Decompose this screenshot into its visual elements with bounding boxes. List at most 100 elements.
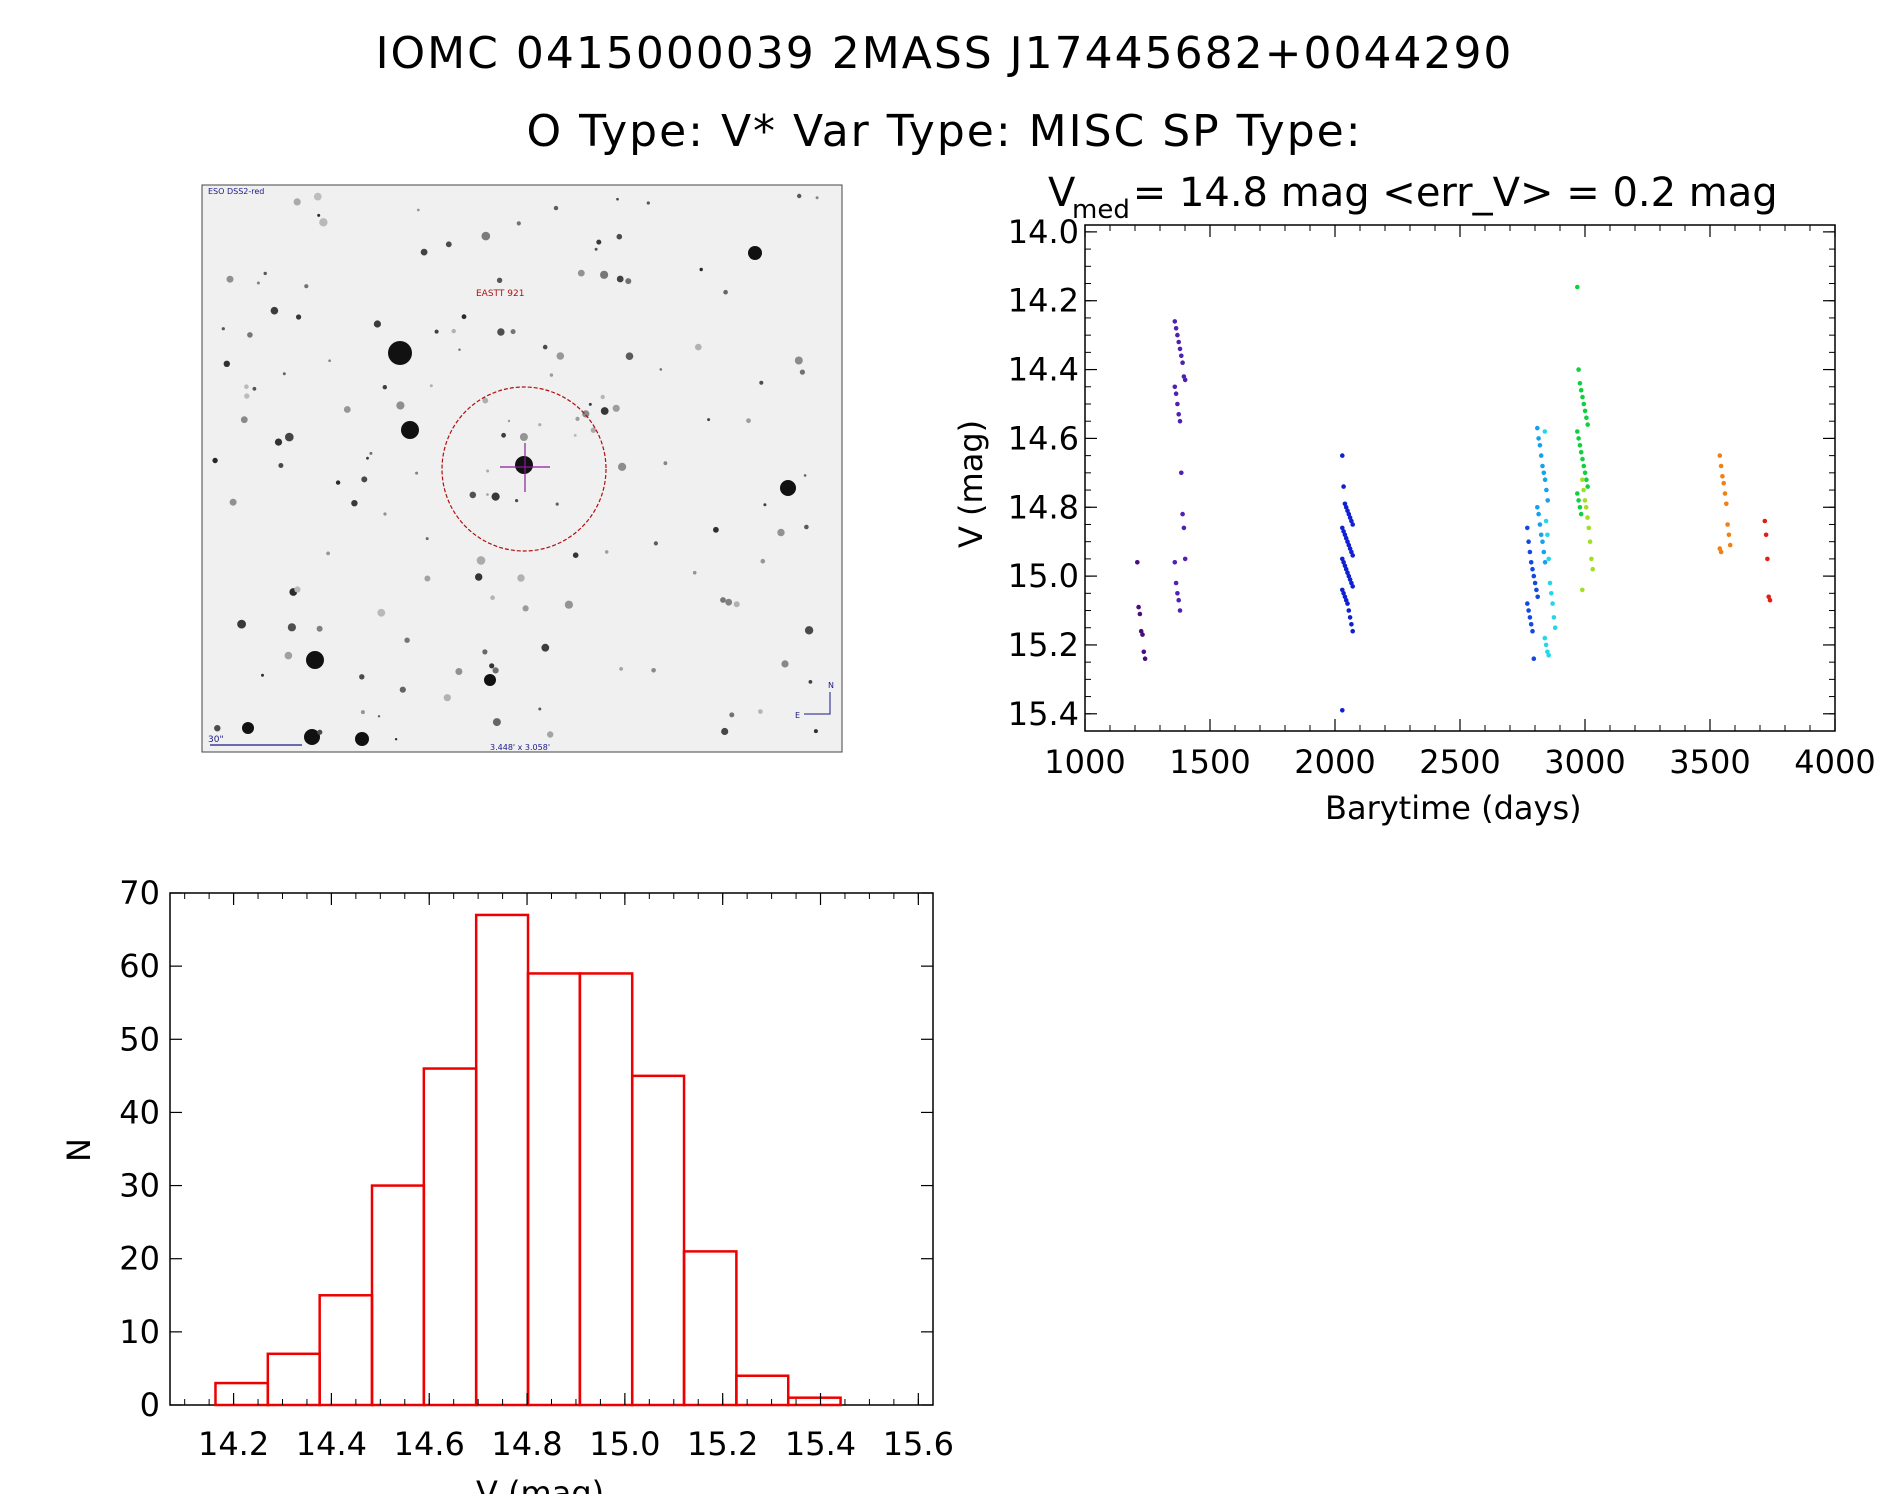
lc-data-point [1582, 470, 1588, 476]
lc-data-point [1580, 456, 1585, 462]
finder-star [729, 712, 735, 718]
finder-star [492, 667, 499, 674]
lc-data-point [1725, 522, 1730, 527]
finder-star [351, 500, 358, 507]
finder-star [366, 456, 369, 460]
lc-data-point [1546, 653, 1551, 658]
lc-data-point [1717, 453, 1723, 458]
finder-star [695, 343, 702, 351]
finder-star [369, 451, 373, 455]
finder-star [541, 643, 550, 652]
lc-data-point [1585, 484, 1590, 489]
finder-star [486, 469, 490, 473]
lc-data-point [1584, 415, 1589, 421]
lc-data-point [1585, 515, 1590, 520]
finder-star [692, 570, 697, 575]
lc-x-tick-label: 3000 [1544, 743, 1625, 781]
lc-x-label: Barytime (days) [1325, 789, 1582, 827]
finder-star [780, 480, 796, 496]
finder-star [399, 686, 406, 693]
finder-star [510, 329, 516, 335]
finder-star [491, 492, 500, 501]
finder-star [256, 281, 260, 285]
finder-star [573, 433, 577, 437]
finder-star [244, 393, 250, 399]
finder-star [263, 271, 267, 276]
finder-star [748, 246, 762, 260]
lc-data-point [1542, 635, 1548, 641]
lc-data-point [1549, 591, 1554, 596]
target-star [515, 456, 533, 474]
lc-data-point [1175, 332, 1180, 338]
lc-data-point [1179, 470, 1184, 476]
finder-star [616, 197, 619, 201]
lc-data-point [1587, 539, 1593, 544]
hist-bar [630, 1074, 686, 1407]
lc-data-point [1177, 418, 1183, 424]
finder-star [359, 674, 365, 680]
finder-star [377, 715, 381, 718]
lc-data-point [1538, 453, 1544, 458]
lc-data-point [1580, 394, 1585, 400]
lc-data-point [1350, 628, 1355, 634]
lc-data-point [1538, 532, 1544, 538]
lc-data-point [1530, 566, 1535, 572]
lc-data-point [1576, 498, 1581, 503]
lc-data-point [1340, 708, 1345, 713]
finder-star [600, 394, 605, 400]
finder-star [746, 418, 751, 424]
lc-data-point [1135, 560, 1140, 565]
finder-star [575, 416, 580, 421]
finder-star [313, 192, 322, 201]
lc-data-point [1582, 498, 1588, 503]
finder-star [394, 738, 398, 741]
hist-x-tick-label: 14.6 [394, 1425, 465, 1463]
lc-data-point [1765, 556, 1770, 562]
lc-data-point [1578, 387, 1584, 393]
finder-star [604, 550, 609, 554]
finder-star [343, 406, 351, 413]
hist-bar [682, 1250, 738, 1407]
finder-star [797, 193, 802, 199]
finder-survey-label: ESO DSS2-red [208, 187, 264, 196]
finder-star [663, 461, 668, 466]
lc-data-point [1545, 498, 1550, 503]
finder-star [600, 270, 609, 279]
lc-data-point [1176, 597, 1181, 603]
finder-star [481, 231, 491, 241]
finder-star [361, 476, 368, 483]
lc-data-point [1546, 556, 1551, 562]
finder-star [294, 586, 301, 593]
target-aperture-circle [441, 386, 607, 552]
lc-data-point [1141, 649, 1147, 655]
hist-bar [318, 1294, 374, 1407]
finder-star [522, 605, 529, 612]
finder-star [316, 625, 323, 632]
finder-star [555, 502, 559, 506]
lc-data-point [1341, 560, 1346, 565]
hist-bar [786, 1396, 842, 1407]
finder-star [335, 480, 341, 485]
lc-data-point [1176, 412, 1181, 417]
lc-data-point [1528, 560, 1534, 565]
lc-data-point [1534, 587, 1539, 593]
hist-plot-frame [169, 892, 934, 1406]
finder-star [425, 537, 429, 541]
lc-data-point [1346, 511, 1352, 517]
hist-bar [266, 1352, 321, 1407]
lc-data-point [1590, 566, 1595, 572]
finder-star [296, 314, 302, 320]
finder-star [556, 352, 565, 360]
lc-data-point [1544, 487, 1549, 493]
finder-star [317, 729, 323, 735]
lc-data-point [1536, 511, 1541, 517]
lc-data-point [1550, 601, 1555, 606]
lc-data-point [1350, 584, 1355, 589]
lc-data-point [1762, 518, 1768, 524]
lc-data-point [1182, 556, 1188, 562]
lc-data-point [1172, 319, 1178, 324]
lc-data-point [1540, 539, 1545, 544]
finder-star [319, 218, 328, 227]
lc-data-point [1530, 628, 1535, 634]
finder-star [278, 463, 284, 468]
